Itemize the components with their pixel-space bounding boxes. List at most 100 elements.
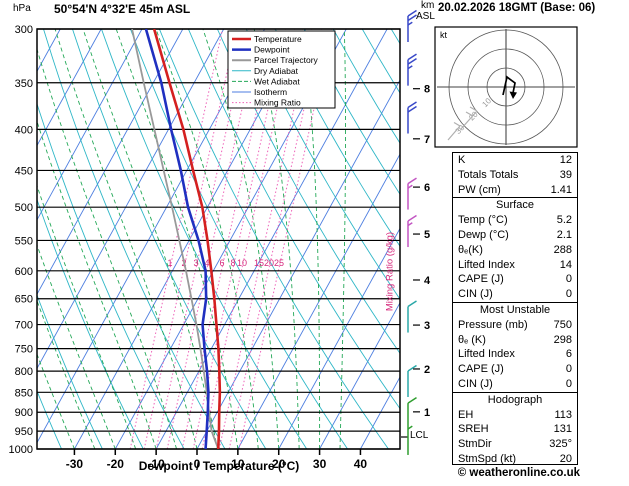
barb-flag [407,9,417,17]
asl-unit-label: ASL [416,11,435,22]
stat-label: StmSpd (kt) [458,452,517,465]
stat-label: SREH [458,423,489,436]
mixing-ratio-value-label: 6 [219,258,224,268]
copyright: © weatheronline.co.uk [457,467,580,479]
km-tick-label: 7 [424,134,430,146]
stat-value: 20 [559,452,572,465]
stat-value: 750 [553,318,572,331]
pressure-tick-label: 700 [15,320,33,332]
wet-adiabat-line [339,29,346,449]
stat-row: Temp (°C) 5.2 [453,213,577,228]
pressure-tick-label: 1000 [9,444,33,456]
wet-adiabat-line [54,29,198,449]
wind-barb [407,364,417,397]
pressure-unit-label: hPa [13,3,31,14]
temp-tick-label: 30 [313,457,327,471]
stat-section-title: Hodograph [453,391,577,408]
isotherm-line [196,78,400,449]
km-tick-label: 8 [424,84,430,96]
mixing-ratio-value-label: 8 [230,258,235,268]
stat-value: 2.1 [556,228,572,241]
wind-barb [407,396,417,430]
legend-item-label: Wet Adiabat [254,76,300,86]
stat-value: 131 [553,423,572,436]
isotherm-line [360,376,400,449]
sounding-curves [131,29,222,449]
km-tick-label: 1 [424,407,430,419]
page-title: 50°54'N 4°32'E 45m ASL [54,2,191,16]
datetime-title: 20.02.2026 18GMT (Base: 06) [438,2,596,14]
barb-flag [407,101,417,109]
pressure-tick-label: 500 [15,202,33,214]
stat-value: 113 [554,408,572,421]
wet-adiabat-line [155,29,259,449]
km-tick-label: 6 [424,182,430,194]
pressure-tick-label: 450 [15,165,33,177]
mixing-ratio-value-label: 15 [254,258,264,268]
stat-label: CIN (J) [458,288,493,301]
stat-value: 0 [565,273,572,286]
stat-label: Dewp (°C) [458,228,509,241]
barb-flag [407,396,417,404]
mixing-ratio-value-label: 10 [237,258,247,268]
legend-item-label: Parcel Trajectory [254,55,319,65]
x-axis-label: Dewpoint / Temperature (°C) [138,459,300,473]
stat-label: CAPE (J) [458,363,504,376]
barb-flag [407,14,417,22]
stat-value: 1.41 [550,183,572,196]
wind-barb [407,300,417,333]
pressure-tick-label: 350 [15,78,33,90]
stat-row: CAPE (J) 0 [453,272,577,287]
hodograph-trace [502,75,516,96]
km-unit-label: km [421,0,435,11]
hodograph-ring [467,48,545,126]
temp-tick-label: -30 [66,457,84,471]
wind-barb [407,9,417,42]
legend-box [227,30,336,109]
stat-row: Pressure (mb) 750 [453,318,577,333]
wet-adiabat-line [37,119,157,449]
barb-half-flag [407,222,413,227]
stat-label: EH [458,408,474,421]
mixing-ratio-value-label: 4 [204,258,209,268]
stat-label: Totals Totals [458,168,519,181]
ghost-wind-barb [460,106,478,130]
mixing-ratio-value-label: 20 [264,258,274,268]
stat-row: K 12 [453,153,577,168]
barb-half-flag [407,184,413,189]
hodograph-unit-label: kt [440,30,448,40]
indices-table: K 12 Totals Totals 39 PW (cm) 1.41 Surface Temp… [452,152,578,465]
mixing-ratio-value-label: 1 [167,258,172,268]
isotherm-line [278,227,400,449]
wind-barb [407,101,417,134]
wind-barb [407,214,417,248]
stat-value: 288 [553,243,572,256]
barb-flag [407,53,417,61]
stat-row: Dewp (°C) 2.1 [453,228,577,243]
stat-section-title: Surface [453,197,577,213]
stat-value: 298 [553,333,572,346]
legend-item-label: Temperature [254,34,302,44]
stat-row: PW (cm) 1.41 [453,183,577,198]
mixing-ratio-line [143,29,238,449]
mixing-ratio-axis-label: Mixing Ratio (g/kg) [384,231,396,312]
stat-label: CIN (J) [458,377,493,390]
temp-tick-label: 10 [231,457,245,471]
pressure-tick-label: 750 [15,344,33,356]
stat-value: 6 [565,348,572,361]
legend-item-label: Isotherm [254,87,287,97]
mixing-ratio-value-label: 25 [274,258,284,268]
stat-label: StmDir [458,438,492,451]
isotherm-line [155,29,388,449]
legend-item-label: Dewpoint [254,45,290,55]
legend-item-label: Dry Adiabat [254,66,299,76]
wind-barb [407,53,417,86]
mixing-ratio-value-label: 3 [193,258,198,268]
barb-flag [407,58,417,65]
temp-tick-label: -20 [107,457,125,471]
stat-row: θₑ (K) 298 [453,333,577,348]
parcel-trajectory-curve [131,29,220,449]
